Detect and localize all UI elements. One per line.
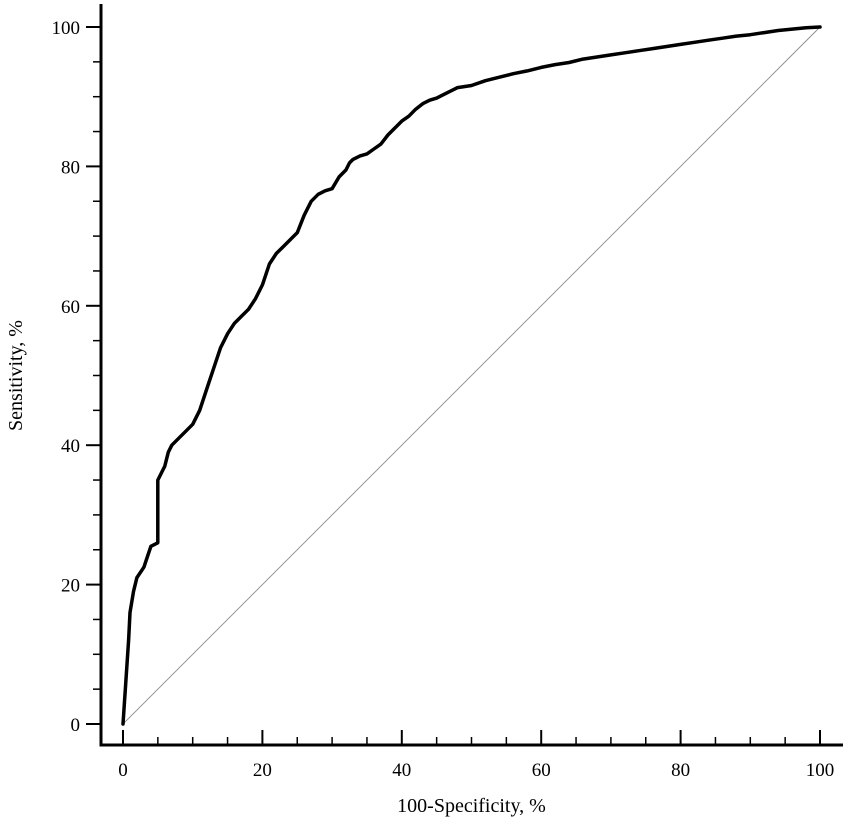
axis-ticks: [86, 26, 821, 745]
x-tick-label: 40: [392, 760, 411, 781]
x-axis-title: 100-Specificity, %: [397, 795, 546, 817]
reference-diagonal-line: [122, 26, 821, 725]
y-tick-label: 0: [71, 715, 81, 736]
x-tick-label: 20: [253, 760, 272, 781]
y-tick-label: 40: [61, 436, 80, 457]
y-tick-label: 80: [61, 157, 80, 178]
y-axis-title: Sensitivity, %: [5, 320, 27, 431]
y-tick-label: 60: [61, 297, 80, 318]
x-tick-label: 100: [806, 760, 835, 781]
x-tick-label: 80: [671, 760, 690, 781]
tick-labels: 0 20 40 60 80 100 0 20 40 60 80 100: [52, 18, 835, 781]
x-tick-label: 0: [118, 760, 128, 781]
x-tick-label: 60: [532, 760, 551, 781]
roc-curve-line: [121, 25, 822, 726]
y-tick-label: 100: [52, 18, 81, 39]
y-tick-label: 20: [61, 576, 80, 597]
